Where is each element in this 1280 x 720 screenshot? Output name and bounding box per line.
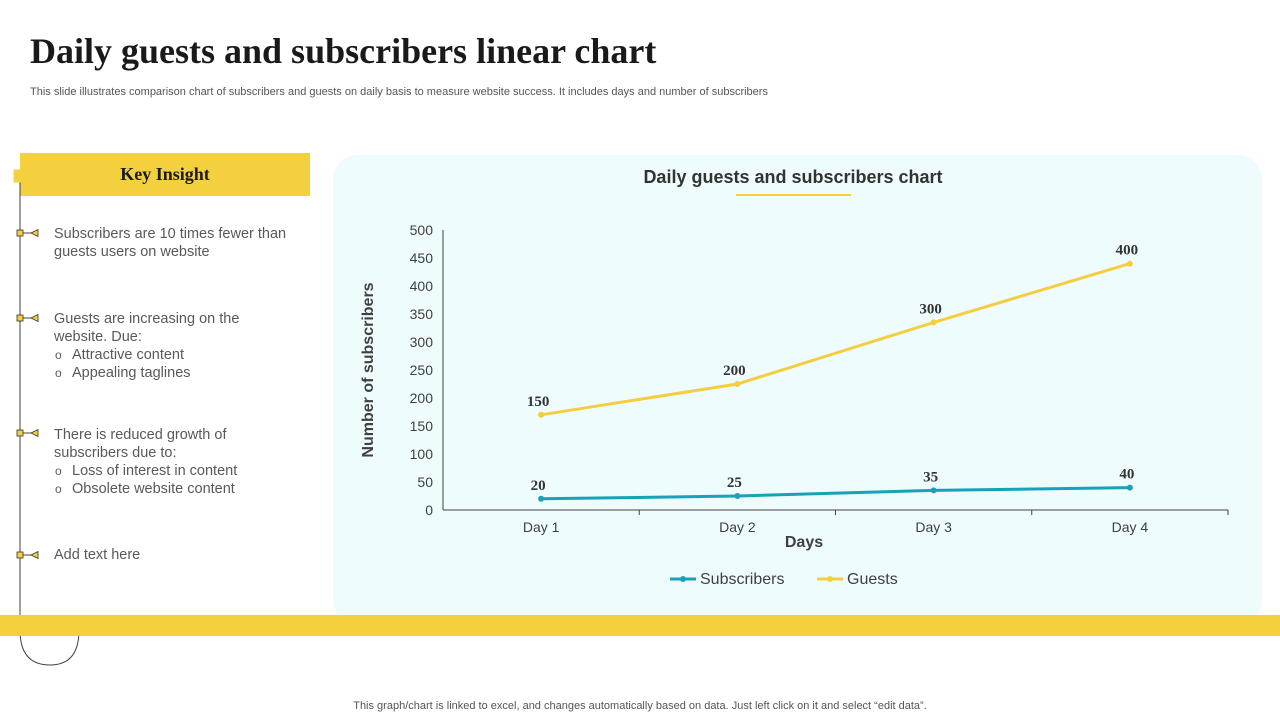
series-line-subscribers bbox=[541, 486, 1130, 501]
footer-note: This graph/chart is linked to excel, and… bbox=[353, 700, 927, 712]
data-point-subscribers bbox=[1126, 484, 1133, 491]
data-point-subscribers bbox=[930, 487, 937, 494]
legend-marker-subscribers bbox=[680, 576, 686, 582]
insight-bullet: Loss of interest in content bbox=[54, 462, 304, 480]
timeline-marker bbox=[16, 313, 39, 323]
insight-bullet: Obsolete website content bbox=[54, 480, 304, 498]
timeline-marker bbox=[16, 550, 39, 560]
data-point-guests bbox=[930, 319, 937, 326]
x-tick-label: Day 1 bbox=[523, 519, 560, 535]
bottom-accent-band bbox=[0, 615, 1280, 636]
y-tick-label: 150 bbox=[410, 418, 434, 434]
x-tick-label: Day 4 bbox=[1112, 519, 1149, 535]
data-point-guests bbox=[734, 381, 741, 387]
y-tick-label: 0 bbox=[425, 502, 433, 518]
data-label-subscribers: 20 bbox=[531, 478, 546, 494]
data-label-subscribers: 35 bbox=[923, 469, 938, 485]
y-tick-label: 250 bbox=[410, 362, 434, 378]
y-tick-label: 500 bbox=[410, 222, 434, 238]
data-point-guests bbox=[1126, 260, 1133, 267]
legend-marker-guests bbox=[827, 576, 833, 582]
data-label-subscribers: 40 bbox=[1119, 467, 1134, 483]
series-line-guests bbox=[540, 262, 1131, 417]
x-tick-label: Day 2 bbox=[719, 519, 756, 535]
y-tick-label: 100 bbox=[410, 446, 434, 462]
insight-bullet: Appealing taglines bbox=[54, 364, 304, 382]
y-tick-label: 50 bbox=[417, 474, 433, 490]
insight-text: website. Due: bbox=[54, 329, 142, 345]
chart-title: Daily guests and subscribers chart bbox=[643, 167, 942, 187]
y-tick-label: 300 bbox=[410, 334, 434, 350]
page-subtitle: This slide illustrates comparison chart … bbox=[30, 86, 768, 98]
page-title: Daily guests and subscribers linear char… bbox=[30, 31, 657, 71]
insight-text: Subscribers are 10 times fewer than bbox=[54, 226, 287, 242]
data-label-guests: 300 bbox=[919, 301, 942, 317]
data-point-subscribers bbox=[734, 493, 741, 499]
chart-panel bbox=[333, 155, 1262, 625]
insight-text: Add text here bbox=[54, 547, 141, 563]
y-axis-label: Number of subscribers bbox=[360, 282, 377, 457]
key-insight-header: Key Insight bbox=[20, 153, 310, 196]
insight-item-2: Guests are increasing on the website. Du… bbox=[54, 310, 304, 382]
data-point-guests bbox=[538, 411, 545, 418]
timeline-marker bbox=[16, 428, 39, 438]
insight-bullet: Attractive content bbox=[54, 346, 304, 364]
data-label-guests: 400 bbox=[1116, 243, 1139, 259]
insight-text: There is reduced growth of bbox=[54, 427, 227, 443]
insight-text: Guests are increasing on the bbox=[54, 311, 240, 327]
data-point-subscribers bbox=[538, 495, 545, 502]
insight-item-3: There is reduced growth of subscribers d… bbox=[54, 426, 304, 498]
x-axis-label: Days bbox=[785, 534, 823, 551]
legend-label-guests: Guests bbox=[847, 571, 898, 588]
legend-label-subscribers: Subscribers bbox=[700, 571, 784, 588]
insight-text: guests users on website bbox=[54, 244, 210, 260]
y-tick-label: 450 bbox=[410, 250, 434, 266]
timeline-marker bbox=[16, 228, 39, 238]
data-label-subscribers: 25 bbox=[727, 475, 742, 491]
y-tick-label: 400 bbox=[410, 278, 434, 294]
line-chart: Daily guests and subscribers chart 0 50 10… bbox=[360, 167, 1229, 588]
y-tick-label: 200 bbox=[410, 390, 434, 406]
x-tick-label: Day 3 bbox=[915, 519, 952, 535]
insight-item-1: Subscribers are 10 times fewer than gues… bbox=[54, 225, 304, 261]
legend: Subscribers Guests bbox=[670, 571, 898, 588]
y-tick-label: 350 bbox=[410, 306, 434, 322]
key-insight-title: Key Insight bbox=[120, 164, 210, 184]
data-label-guests: 200 bbox=[723, 363, 746, 379]
data-label-guests: 150 bbox=[527, 394, 550, 410]
insight-text: subscribers due to: bbox=[54, 445, 177, 461]
insight-item-4: Add text here bbox=[54, 546, 304, 564]
